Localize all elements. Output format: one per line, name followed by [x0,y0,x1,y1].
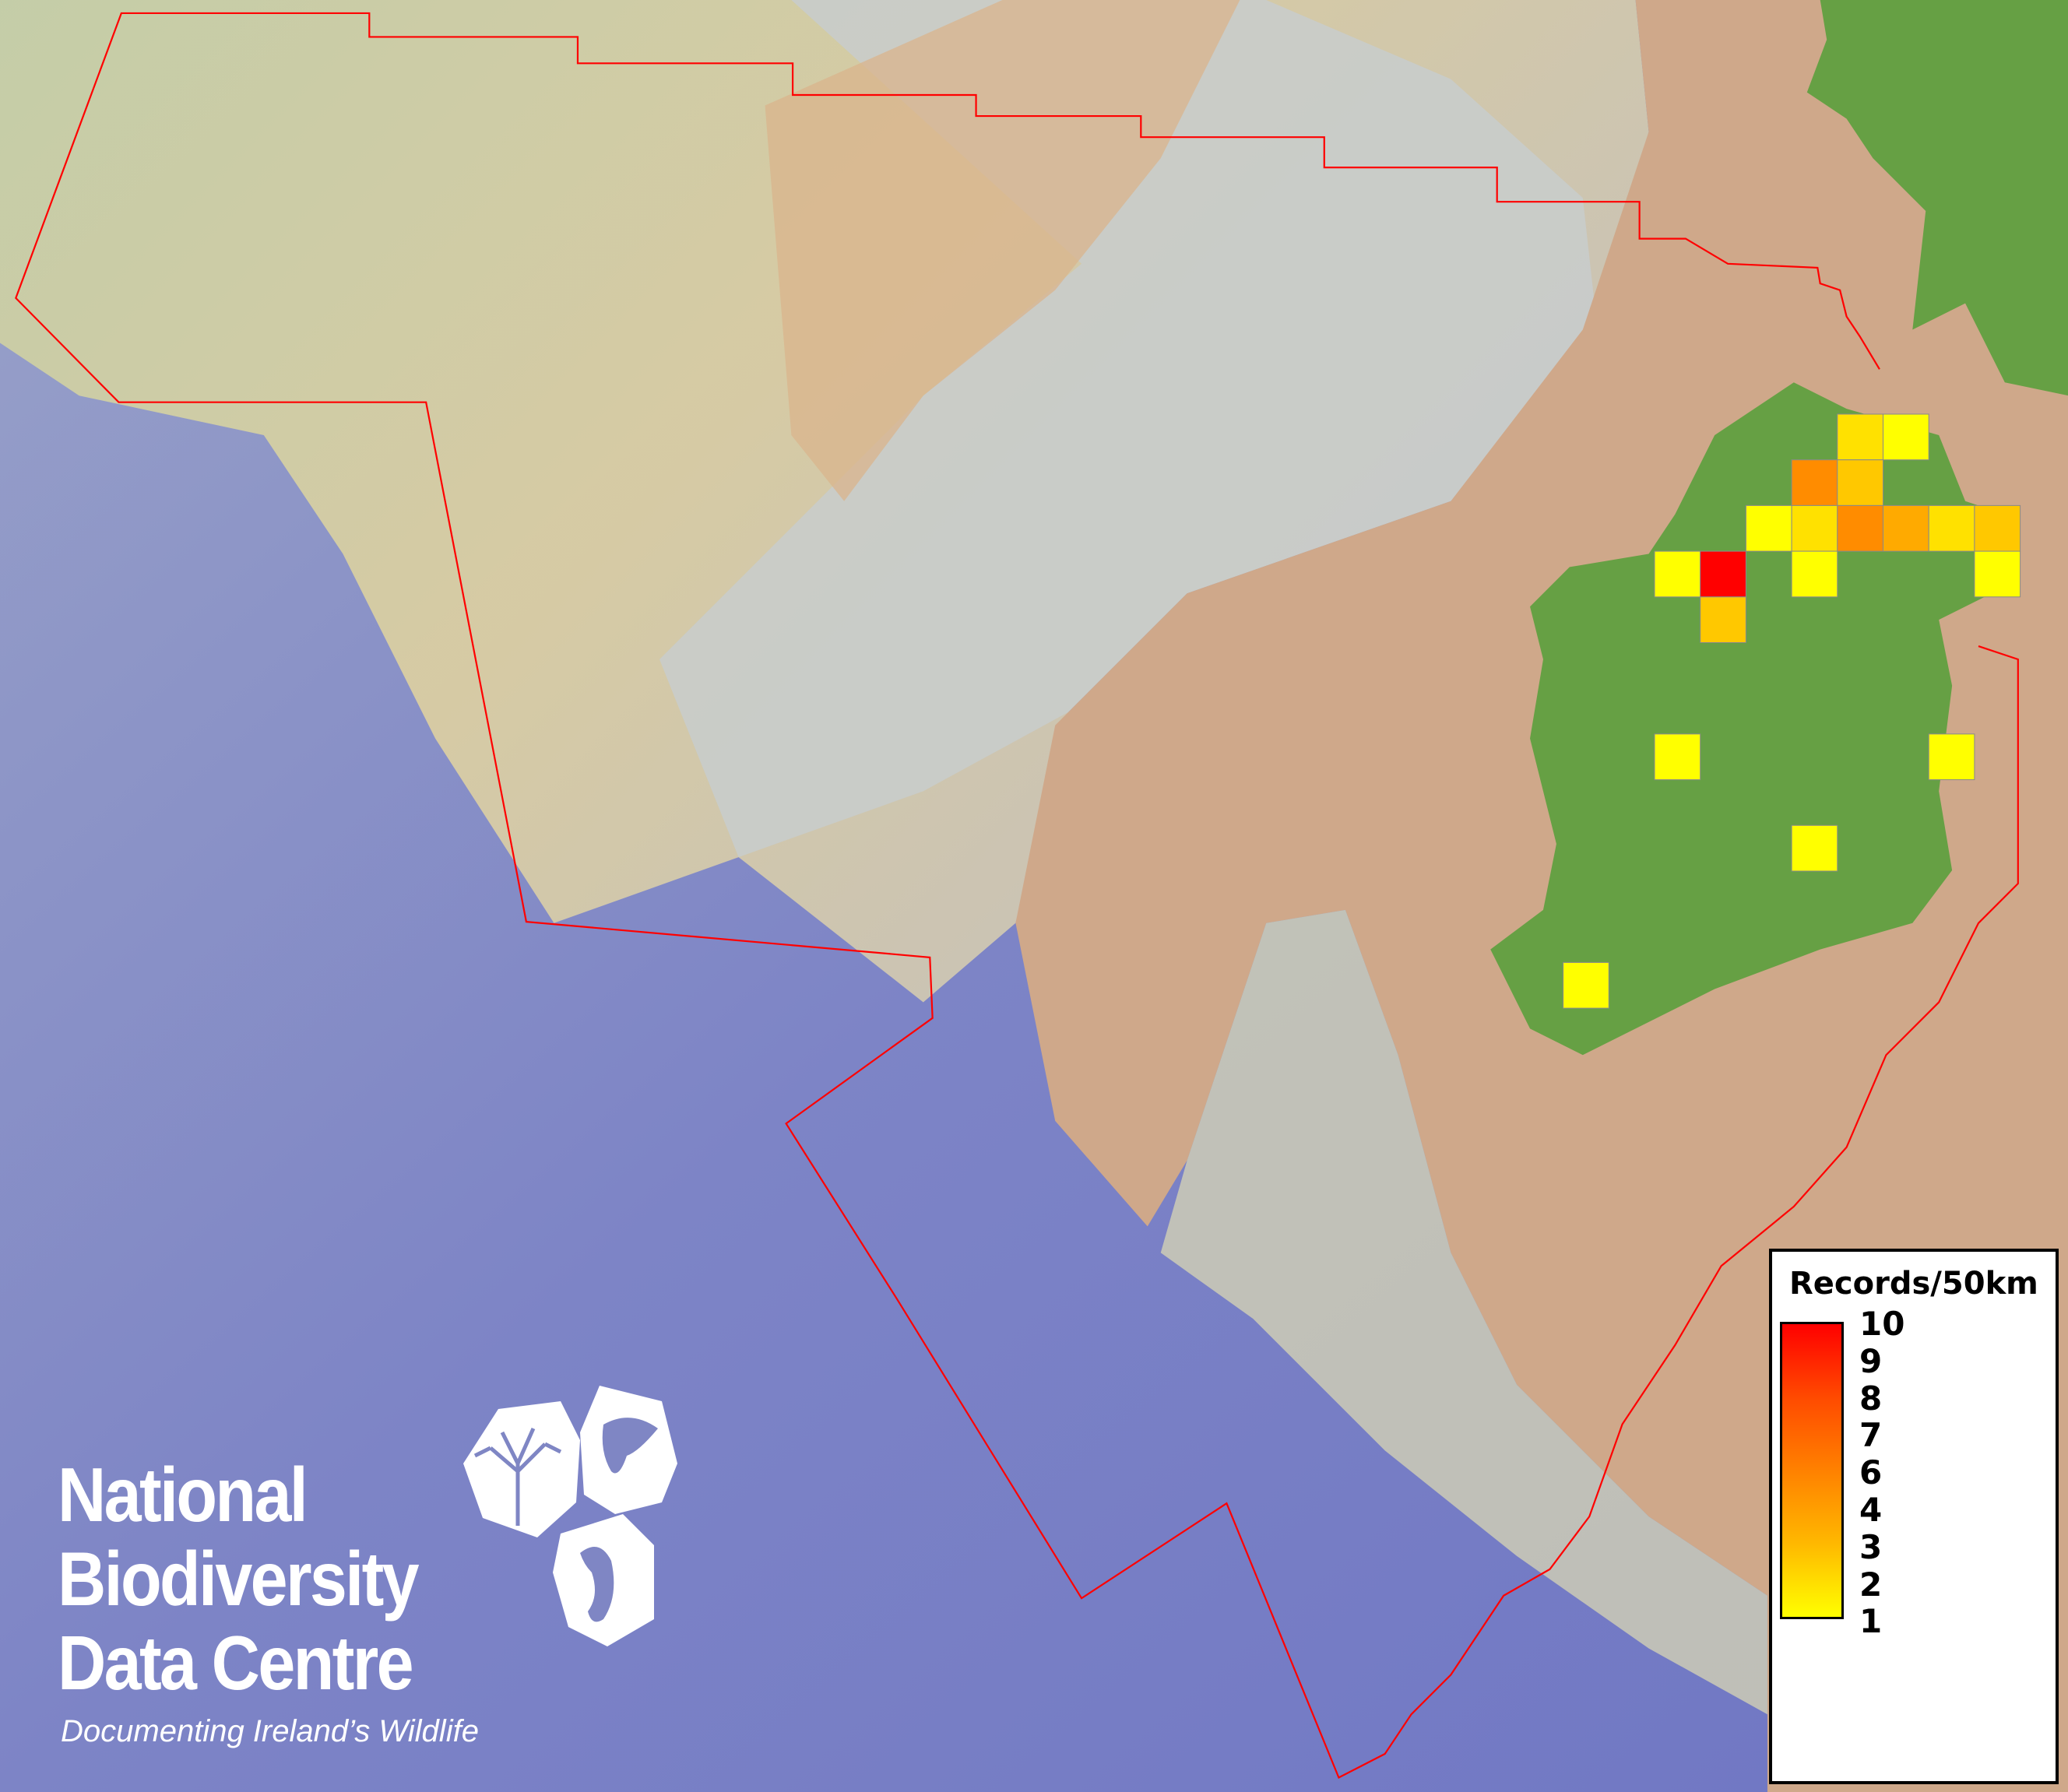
legend-tick-label: 2 [1859,1565,1883,1604]
logo-line-3: Data Centre [58,1620,414,1706]
record-cell [1928,733,1975,781]
eez-boundary [15,12,2019,1780]
legend-title: Records/50km [1789,1266,2038,1302]
butterfly-icon [580,1386,677,1514]
logo-tagline: Documenting Ireland’s Wildlife [61,1714,479,1748]
record-cell [1745,504,1792,552]
legend-tick-label: 6 [1859,1453,1883,1492]
record-cell [1563,961,1609,1009]
record-grid [1563,413,2021,1009]
record-cell [1974,504,2021,552]
legend-tick-label: 9 [1859,1341,1883,1380]
shelf-slope [1160,909,1767,1715]
record-cell [1837,413,1884,461]
legend-tick-label: 8 [1859,1379,1883,1418]
legend-tick-label: 10 [1859,1305,1905,1343]
seahorse-icon [553,1514,654,1646]
record-cell [1882,413,1929,461]
record-cell [1791,504,1838,552]
record-cell [1837,504,1884,552]
record-cell [1654,733,1701,781]
record-cell [1654,550,1701,598]
record-cell [1837,459,1884,506]
britain-land [1806,0,2068,396]
logo-line-2: Biodiversity [58,1536,420,1622]
legend-tick-label: 3 [1859,1527,1883,1566]
legend-tick-label: 4 [1859,1491,1883,1529]
porcupine-basin [659,0,1596,858]
legend: Records/50km 10 9 8 7 6 4 3 2 1 [1769,1249,2059,1784]
record-cell [1974,550,2021,598]
legend-tick-label: 1 [1859,1602,1883,1641]
nbdc-logo: National Biodiversity Data Centre Docume… [55,1378,709,1767]
record-cell [1700,550,1746,598]
record-cell [1700,596,1746,644]
legend-tick-label: 7 [1859,1416,1883,1455]
record-cell [1791,459,1838,506]
record-cell [1791,824,1838,872]
legend-color-ramp [1780,1322,1844,1619]
tree-icon [463,1401,580,1537]
upper-plateau [765,0,1240,501]
record-cell [1791,550,1838,598]
record-cell [1882,504,1929,552]
logo-line-1: National [58,1452,308,1537]
logo-hexagons [463,1386,677,1646]
record-cell [1928,504,1975,552]
